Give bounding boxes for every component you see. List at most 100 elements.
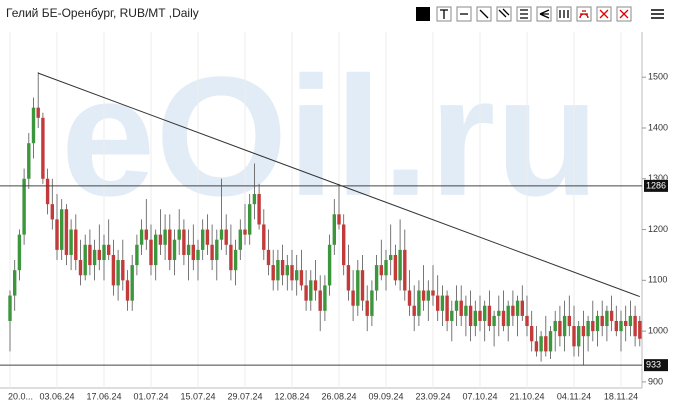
x-tick-label: 01.07.24 [133,391,168,401]
candle-body [506,305,510,327]
candle-body [553,320,557,332]
candle-body [459,300,463,316]
candle-body [238,229,242,250]
y-tick-label: 1500 [648,72,668,82]
candle-body [8,295,12,321]
candle-body [530,326,534,342]
candle-body [295,270,299,281]
color-tool[interactable] [416,7,430,21]
candle-body [562,315,567,337]
candle-body [172,239,177,261]
candle-body [271,265,275,281]
candle-body [116,260,120,286]
candle-body [558,320,562,337]
candle-body [22,178,26,235]
candle-body [309,280,313,301]
x-tick-label: 21.10.24 [509,391,544,401]
candle-body [304,285,308,301]
x-tick-label: 15.07.24 [180,391,215,401]
candle-body [440,295,445,311]
level-label: 933 [646,360,661,370]
candle-body [483,305,487,321]
candle-body [548,331,553,352]
level-label-box [644,359,668,372]
candle-body [464,305,468,316]
candle-body [83,244,87,276]
candle-body [412,305,416,316]
candle-body [88,244,92,266]
candle-body [525,315,529,327]
candle-body [233,249,238,271]
candle-body [323,285,327,311]
candle-body [182,229,186,255]
candle-body [97,249,101,261]
candle-body [276,260,280,281]
candle-body [69,229,73,255]
candle-body [196,249,200,261]
candle-body [501,310,506,327]
trend-line [38,72,640,298]
candle-body [417,290,421,316]
candle-body [591,320,595,332]
candle-body [332,214,336,245]
candle-body [327,244,332,286]
y-tick-label: 1200 [648,224,668,234]
candle-body [219,229,224,240]
candle-body [638,320,642,339]
x-tick-label: 07.10.24 [462,391,497,401]
candle-body [454,300,459,311]
candle-body [624,320,628,327]
candle-body [177,229,181,240]
candle-body [487,305,492,327]
candle-body [436,295,440,311]
candle-body [248,204,252,235]
candle-body [313,280,318,291]
candle-body [445,295,449,321]
candle-body [421,290,426,301]
candle-body [168,229,172,261]
candle-body [163,229,167,245]
menu-icon[interactable] [651,9,664,19]
candle-body [280,260,285,276]
x-tick-label: 23.09.24 [415,391,450,401]
candle-body [520,300,524,316]
candle-body [31,107,36,144]
candle-body [318,290,322,311]
candle-body [511,305,515,316]
candle-body [544,336,548,352]
candle-body [431,290,435,296]
candle-body [158,234,163,245]
candle-body [60,209,64,250]
candle-body [384,260,388,276]
x-tick-label: 29.07.24 [227,391,262,401]
candle-body [50,204,54,220]
candle-body [633,315,637,337]
candle-body [337,214,341,225]
candle-body [577,326,581,347]
candle-body [78,260,83,276]
candle-body [342,224,346,266]
x-tick-label: 18.11.24 [604,391,638,401]
candle-body [191,244,195,261]
candle-body [130,265,134,301]
y-tick-label: 900 [648,376,663,386]
candle-body [64,209,69,255]
candle-body [572,326,576,347]
candle-body [600,315,604,327]
candle-body [111,254,116,286]
candle-body [210,244,214,261]
candle-body [27,143,31,179]
level-label: 1286 [646,180,666,190]
candle-body [450,310,454,321]
candle-body [351,290,355,306]
x-tick-label: 04.11.24 [557,391,591,401]
candle-body [628,315,633,327]
parallel-tool[interactable] [496,6,512,22]
candle-body [121,260,125,281]
candle-body [398,249,402,281]
candle-body [567,315,571,327]
candle-body [41,117,45,179]
candle-body [478,310,482,321]
candle-body [186,244,191,255]
